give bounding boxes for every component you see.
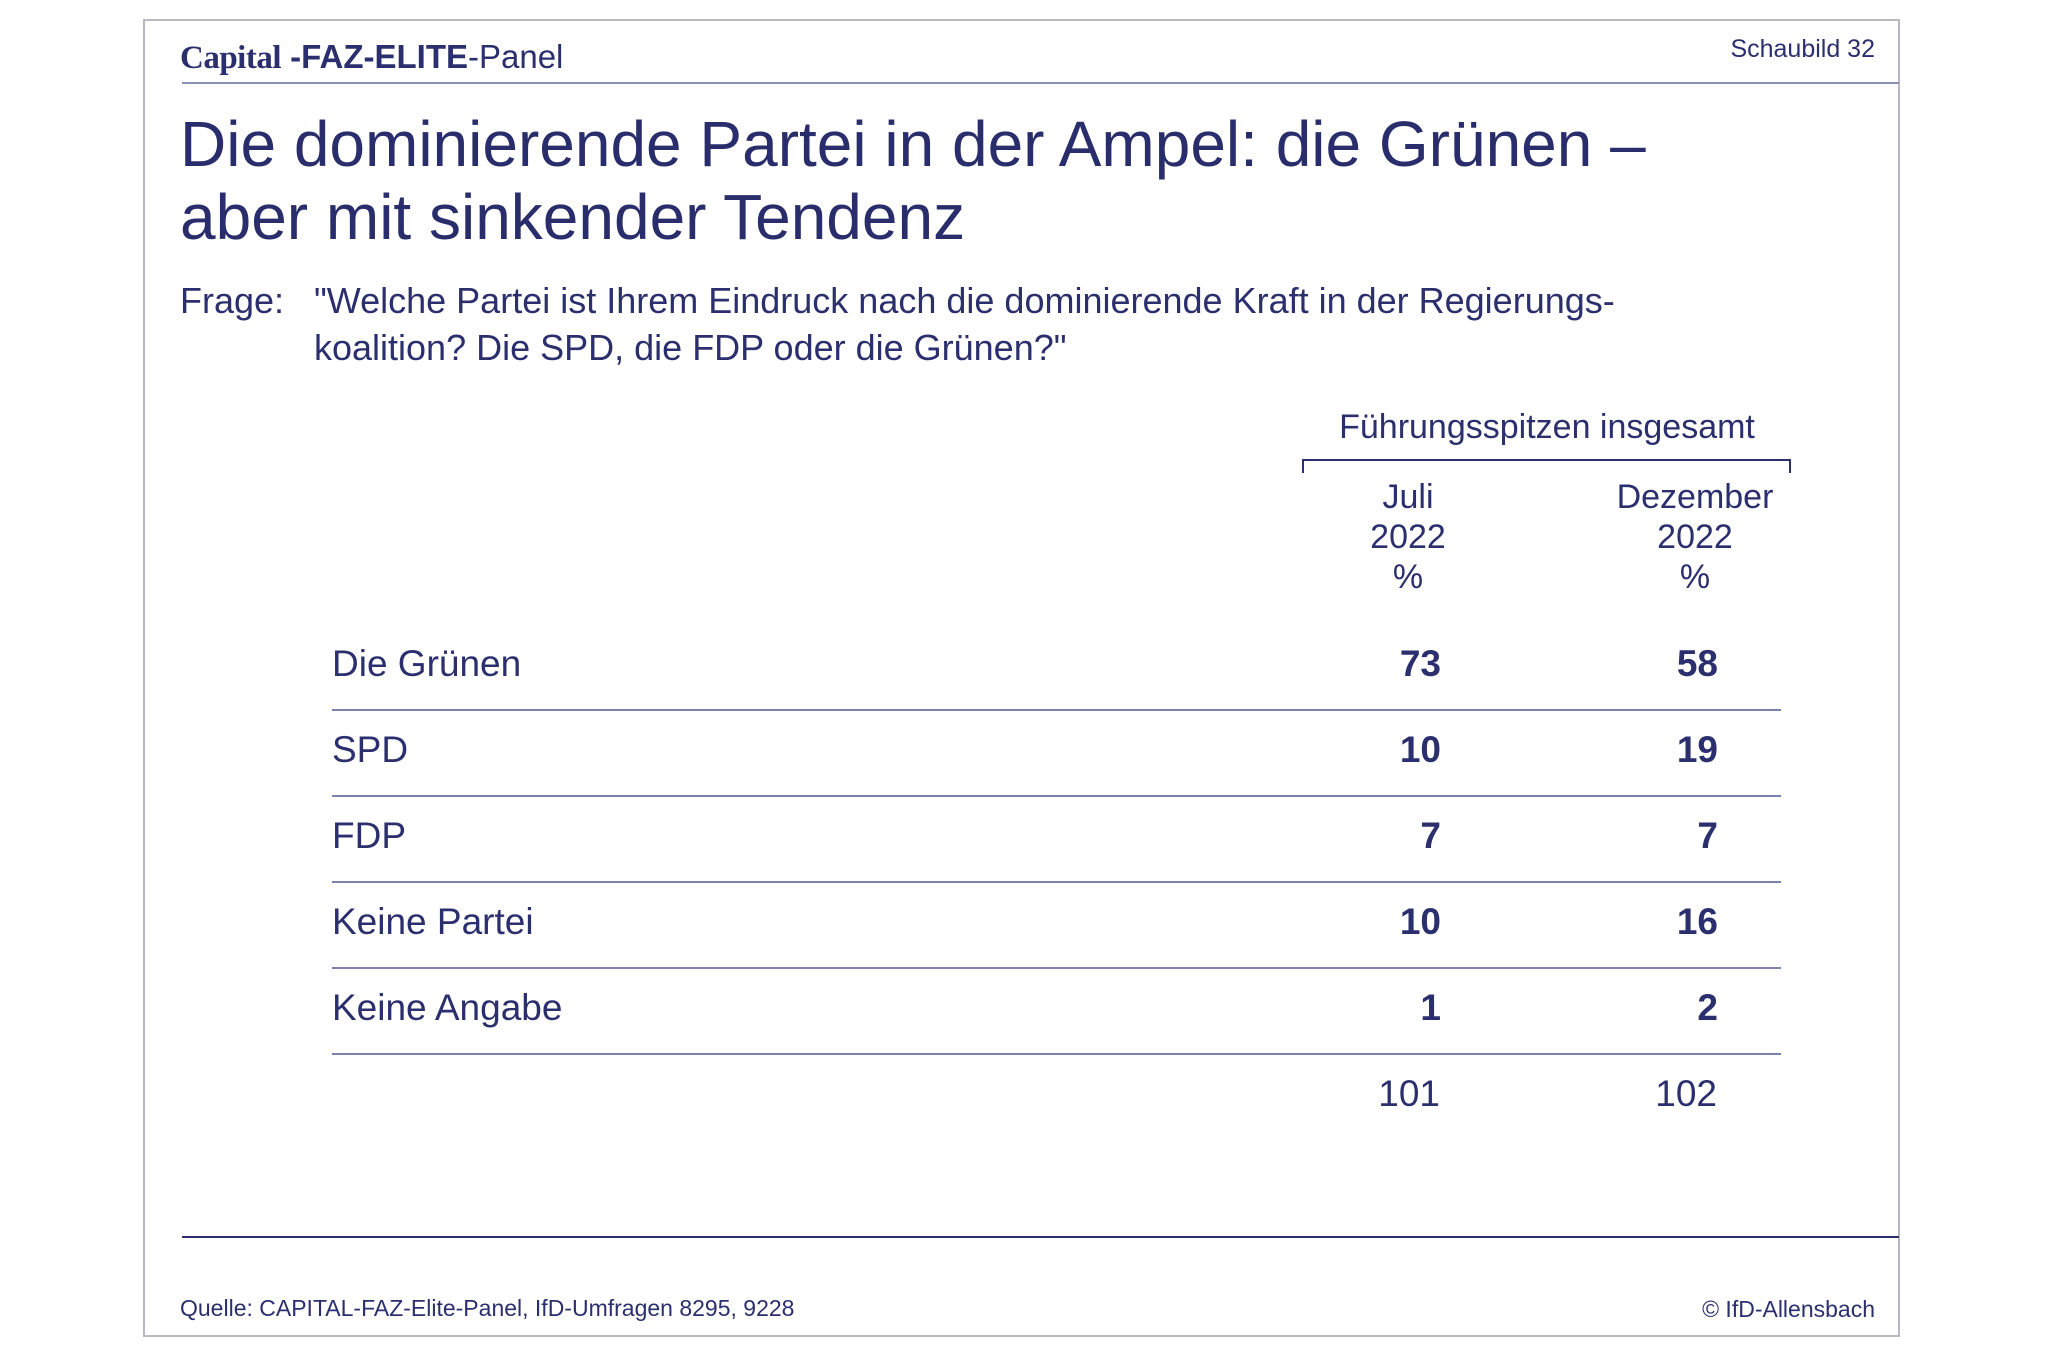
column-header-year: 2022 <box>1657 518 1733 556</box>
row-value-juli: 10 <box>1399 901 1441 942</box>
column-group-bracket <box>1302 459 1791 473</box>
row-value-juli: 7 <box>1420 815 1441 856</box>
question-text-line-2: koalition? Die SPD, die FDP oder die Grü… <box>314 327 1067 368</box>
brand-capital: Capital <box>180 40 282 76</box>
column-header-unit: % <box>1392 558 1424 596</box>
title-line-2: aber mit sinkender Tendenz <box>180 181 966 253</box>
row-value-dezember: 2 <box>1697 987 1718 1028</box>
question-text-line-1: "Welche Partei ist Ihrem Eindruck nach d… <box>314 280 1615 321</box>
total-dezember: 102 <box>1655 1073 1717 1114</box>
chart-frame <box>143 19 1900 1337</box>
copyright-note: © IfD-Allensbach <box>1702 1296 1875 1322</box>
column-header-unit: % <box>1679 558 1711 596</box>
footer-divider <box>182 1236 1899 1238</box>
source-note: Quelle: CAPITAL-FAZ-Elite-Panel, IfD-Umf… <box>180 1295 795 1321</box>
row-label: Keine Angabe <box>332 987 563 1028</box>
brand-logo: Capital -FAZ-ELITE-Panel <box>180 38 563 77</box>
row-label: Die Grünen <box>332 643 522 684</box>
total-juli: 101 <box>1378 1073 1440 1114</box>
column-group-label: Führungsspitzen insgesamt <box>1339 408 1755 446</box>
survey-question: Frage: "Welche Partei ist Ihrem Eindruck… <box>180 277 1740 371</box>
column-header-month: Juli <box>1382 478 1434 516</box>
brand-panel: -Panel <box>468 38 564 75</box>
table-row: FDP 7 7 <box>332 797 1781 883</box>
row-value-juli: 10 <box>1399 729 1441 770</box>
row-value-dezember: 19 <box>1676 729 1718 770</box>
row-value-dezember: 7 <box>1697 815 1718 856</box>
row-value-dezember: 58 <box>1676 643 1718 684</box>
table-row: Keine Partei 10 16 <box>332 883 1781 969</box>
row-value-juli: 73 <box>1399 643 1441 684</box>
question-label: Frage: <box>180 280 285 321</box>
column-header-dezember: Dezember 2022 % <box>1585 477 1805 597</box>
table-row: SPD 10 19 <box>332 711 1781 797</box>
table-row: Die Grünen 73 58 <box>332 625 1781 711</box>
row-label: Keine Partei <box>332 901 534 942</box>
column-header-juli: Juli 2022 % <box>1298 477 1518 597</box>
brand-faz-elite: -FAZ-ELITE <box>281 38 468 75</box>
results-table: Die Grünen 73 58 SPD 10 19 FDP 7 7 Keine… <box>332 625 1781 1055</box>
header-divider <box>182 82 1899 84</box>
row-label: SPD <box>332 729 409 770</box>
column-header-year: 2022 <box>1370 518 1446 556</box>
figure-label: Schaubild 32 <box>1730 35 1875 63</box>
row-label: FDP <box>332 815 406 856</box>
question-row-1: Frage: "Welche Partei ist Ihrem Eindruck… <box>180 277 1740 324</box>
column-header-month: Dezember <box>1616 478 1774 516</box>
title-line-1: Die dominierende Partei in der Ampel: di… <box>180 108 1646 180</box>
row-value-juli: 1 <box>1420 987 1441 1028</box>
row-value-dezember: 16 <box>1676 901 1718 942</box>
page-title: Die dominierende Partei in der Ampel: di… <box>180 108 1880 254</box>
table-row: Keine Angabe 1 2 <box>332 969 1781 1055</box>
